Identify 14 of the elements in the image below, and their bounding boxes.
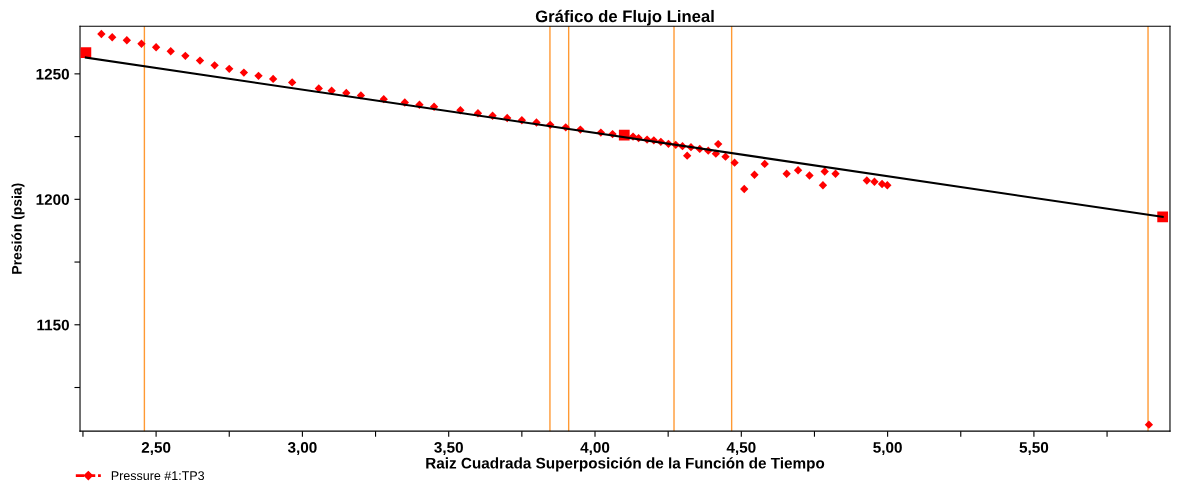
x-axis-title: Raiz Cuadrada Superposición de la Función de Tiempo (426, 457, 825, 472)
x-tick-label: 3,00 (287, 441, 317, 456)
y-tick-label: 1250 (36, 68, 69, 80)
legend-label: Pressure #1:TP3 (111, 471, 205, 481)
chart-title: Gráfico de Flujo Lineal (535, 9, 714, 26)
x-tick-label: 5,50 (1019, 441, 1049, 456)
y-tick-label: 1200 (36, 194, 69, 206)
x-tick-label: 4,50 (726, 441, 756, 456)
x-tick-label: 4,00 (580, 441, 610, 456)
x-tick-label: 5,00 (873, 441, 902, 456)
y-axis-title: Presión (psia) (11, 183, 25, 274)
y-tick-label: 1150 (37, 319, 69, 331)
x-tick-label: 3,50 (434, 441, 463, 456)
x-tick-label: 2,50 (141, 441, 171, 456)
